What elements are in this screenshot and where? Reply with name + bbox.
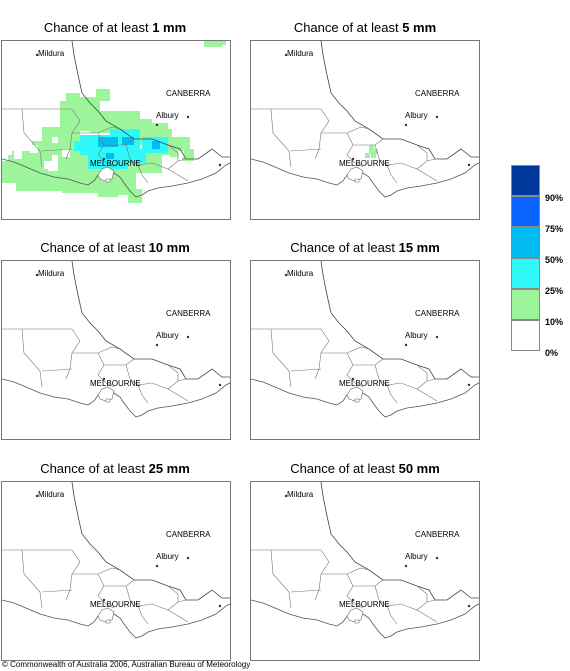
map-panel-25mm: Mildura CANBERRA Albury MELBOURNE [1, 481, 231, 661]
legend-swatch-10 [511, 289, 540, 320]
map-panel-10mm: Mildura CANBERRA Albury MELBOURNE [1, 260, 231, 440]
place-label-mildura: Mildura [287, 490, 314, 499]
place-label-canberra: CANBERRA [166, 89, 211, 98]
place-label-melbourne: MELBOURNE [90, 379, 141, 388]
map-graphic [251, 41, 479, 219]
legend-swatch-90 [511, 165, 540, 196]
place-label-melbourne: MELBOURNE [90, 159, 141, 168]
panel-title-15mm: Chance of at least 15 mm [290, 240, 440, 255]
place-label-canberra: CANBERRA [415, 89, 460, 98]
place-label-melbourne: MELBOURNE [339, 600, 390, 609]
legend-label-0: 0% [545, 348, 559, 358]
legend-label-90: 90% [545, 193, 564, 203]
place-label-mildura: Mildura [287, 49, 314, 58]
place-label-mildura: Mildura [38, 490, 65, 499]
place-label-melbourne: MELBOURNE [339, 379, 390, 388]
legend-label-50: 50% [545, 255, 564, 265]
map-panel-50mm: Mildura CANBERRA Albury MELBOURNE [250, 481, 480, 661]
place-label-melbourne: MELBOURNE [90, 600, 141, 609]
place-label-canberra: CANBERRA [166, 309, 211, 318]
map-panel-5mm: Mildura CANBERRA Albury MELBOURNE [250, 40, 480, 220]
map-panel-15mm: Mildura CANBERRA Albury MELBOURNE [250, 260, 480, 440]
legend-label-25: 25% [545, 286, 564, 296]
legend-label-10: 10% [545, 317, 564, 327]
place-label-mildura: Mildura [287, 269, 314, 278]
legend-swatch-0 [511, 320, 540, 351]
map-graphic [2, 261, 230, 439]
place-label-albury: Albury [156, 552, 179, 561]
legend-swatch-25 [511, 258, 540, 289]
map-graphic [251, 261, 479, 439]
panel-title-25mm: Chance of at least 25 mm [40, 461, 190, 476]
legend-swatch-75 [511, 196, 540, 227]
map-graphic [2, 482, 230, 660]
place-label-albury: Albury [405, 552, 428, 561]
panel-title-10mm: Chance of at least 10 mm [40, 240, 190, 255]
place-label-albury: Albury [156, 111, 179, 120]
panel-title-5mm: Chance of at least 5 mm [293, 20, 437, 35]
map-panel-1mm: Mildura CANBERRA Albury MELBOURNE [1, 40, 231, 220]
copyright-credit: © Commonwealth of Australia 2006, Austra… [2, 660, 251, 669]
place-label-melbourne: MELBOURNE [339, 159, 390, 168]
place-label-mildura: Mildura [38, 269, 65, 278]
place-label-canberra: CANBERRA [415, 309, 460, 318]
place-label-albury: Albury [156, 331, 179, 340]
place-label-mildura: Mildura [38, 49, 65, 58]
place-label-canberra: CANBERRA [166, 530, 211, 539]
legend-swatch-50 [511, 227, 540, 258]
place-label-albury: Albury [405, 111, 428, 120]
map-graphic [251, 482, 479, 660]
panel-title-1mm: Chance of at least 1 mm [43, 20, 187, 35]
legend-label-75: 75% [545, 224, 564, 234]
place-label-canberra: CANBERRA [415, 530, 460, 539]
place-label-albury: Albury [405, 331, 428, 340]
panel-title-50mm: Chance of at least 50 mm [290, 461, 440, 476]
map-graphic [2, 41, 230, 219]
